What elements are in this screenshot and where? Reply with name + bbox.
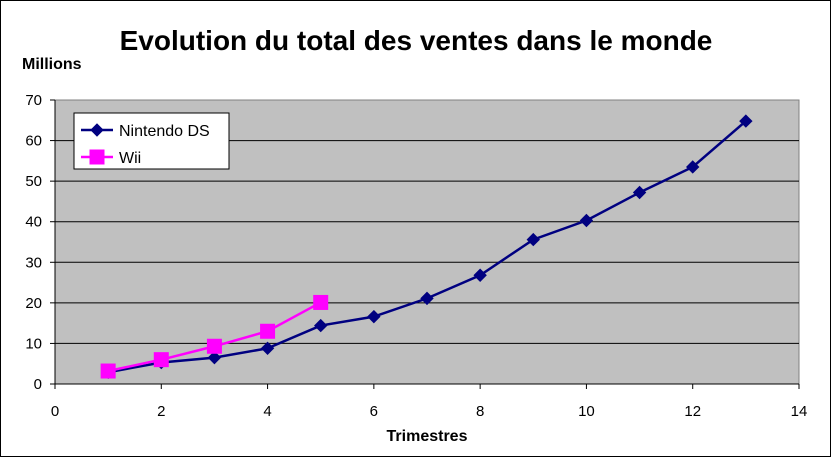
- data-point-nintendo-ds: [260, 341, 275, 356]
- data-point-nintendo-ds: [632, 185, 647, 200]
- data-point-wii: [313, 294, 329, 310]
- y-tick-label: 20: [25, 295, 42, 312]
- data-point-wii: [206, 338, 222, 354]
- y-tick-label: 60: [25, 133, 42, 150]
- x-tick-label: 0: [51, 403, 59, 420]
- axes: [50, 99, 800, 389]
- data-point-wii: [260, 323, 276, 339]
- legend-label-wii: Wii: [119, 150, 141, 167]
- x-tick-labels: 0 2 4 6 8 10 12 14: [51, 403, 808, 420]
- data-point-nintendo-ds: [420, 291, 434, 306]
- data-point-wii: [100, 363, 116, 379]
- x-tick-label: 12: [684, 403, 701, 420]
- data-point-wii: [153, 352, 169, 368]
- y-axis-unit-label: Millions: [22, 56, 82, 73]
- y-tick-label: 70: [25, 92, 42, 109]
- data-point-nintendo-ds: [367, 309, 381, 324]
- x-tick-label: 4: [263, 403, 271, 420]
- y-tick-label: 40: [25, 214, 42, 231]
- data-point-nintendo-ds: [579, 213, 594, 228]
- y-tick-label: 10: [25, 335, 42, 352]
- data-point-nintendo-ds: [314, 318, 328, 333]
- x-tick-label: 6: [370, 403, 378, 420]
- chart-title: Evolution du total des ventes dans le mo…: [120, 25, 713, 56]
- y-tick-labels: 0 10 20 30 40 50 60 70: [25, 92, 42, 393]
- x-tick-label: 10: [578, 403, 595, 420]
- legend: Nintendo DS Wii: [73, 112, 230, 170]
- x-tick-label: 8: [476, 403, 484, 420]
- data-point-nintendo-ds: [207, 350, 222, 365]
- x-axis-label: Trimestres: [387, 428, 468, 445]
- data-point-nintendo-ds: [686, 160, 700, 174]
- data-point-nintendo-ds: [739, 114, 753, 128]
- legend-label-nintendo-ds: Nintendo DS: [119, 123, 210, 140]
- series-wii: [100, 294, 329, 379]
- legend-items: Nintendo DS Wii: [81, 123, 210, 167]
- data-point-nintendo-ds: [473, 268, 487, 282]
- x-tick-label: 2: [157, 403, 165, 420]
- y-tick-label: 30: [25, 254, 42, 271]
- y-tick-label: 50: [25, 173, 42, 190]
- y-tick-label: 0: [34, 376, 42, 393]
- x-tick-label: 14: [791, 403, 808, 420]
- series-layer: [100, 114, 753, 379]
- legend-marker-wii: [89, 149, 105, 165]
- data-point-nintendo-ds: [526, 232, 540, 247]
- legend-marker-nintendo-ds: [90, 123, 104, 137]
